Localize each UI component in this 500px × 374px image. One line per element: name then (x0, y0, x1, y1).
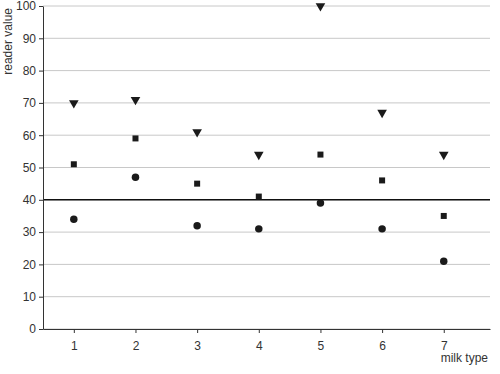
x-tick-label: 3 (194, 339, 201, 353)
point (317, 199, 324, 206)
x-tick-label: 6 (379, 339, 386, 353)
x-tick: 3 (194, 329, 201, 353)
x-tick-label: 2 (133, 339, 140, 353)
x-tick: 7 (441, 329, 448, 353)
grid-line (43, 167, 490, 168)
point (441, 213, 447, 219)
grid-line (43, 6, 490, 7)
point (317, 152, 323, 158)
point (192, 129, 202, 137)
point (378, 225, 385, 232)
y-axis-title: reader value (1, 8, 15, 75)
point (194, 181, 200, 187)
x-tick-mark (197, 329, 198, 333)
y-tick-label: 20 (23, 258, 37, 272)
y-axis: 0 10 20 30 40 50 60 70 80 90 100 (16, 0, 44, 336)
reference-line (43, 199, 490, 201)
y-tick-label: 60 (23, 129, 37, 143)
series (70, 173, 447, 264)
y-tick: 100 (16, 0, 43, 13)
grid-line (43, 199, 490, 200)
point (71, 161, 77, 167)
point (254, 152, 264, 160)
chart: 0 10 20 30 40 50 60 70 80 90 100 1 2 3 4 5 6 7milk type re… (0, 0, 500, 374)
grid-line (43, 102, 490, 103)
point (440, 257, 447, 264)
grid (43, 6, 490, 329)
x-tick: 5 (318, 329, 325, 353)
y-tick-label: 40 (23, 193, 37, 207)
point (256, 194, 262, 200)
point (316, 3, 326, 11)
point (132, 173, 139, 180)
y-tick-mark (39, 135, 43, 136)
x-tick: 2 (133, 329, 140, 353)
x-tick-mark (320, 329, 321, 333)
y-tick-mark (39, 329, 43, 330)
grid-line (43, 296, 490, 297)
x-tick-mark (135, 329, 136, 333)
grid-line (43, 329, 490, 330)
grid-line (43, 135, 490, 136)
x-axis: 1 2 3 4 5 6 7 (44, 329, 491, 353)
plot: 0 10 20 30 40 50 60 70 80 90 100 1 2 3 4 5 6 7 (16, 0, 491, 353)
y-tick: 20 (23, 258, 43, 272)
x-tick-label: 4 (256, 339, 263, 353)
x-tick-mark (444, 329, 445, 333)
y-tick: 70 (23, 96, 43, 110)
y-tick: 10 (23, 290, 43, 304)
x-tick-label: 1 (71, 339, 78, 353)
point (377, 110, 387, 118)
y-tick-label: 70 (23, 96, 37, 110)
x-axis-line (44, 329, 491, 330)
y-tick-mark (39, 103, 43, 104)
y-tick-mark (39, 297, 43, 298)
y-tick: 0 (29, 322, 43, 336)
y-tick-mark (39, 200, 43, 201)
x-tick: 6 (379, 329, 386, 353)
point (69, 100, 79, 108)
point (439, 152, 449, 160)
y-tick-mark (39, 264, 43, 265)
y-tick: 60 (23, 129, 43, 143)
grid-line (43, 232, 490, 233)
y-tick: 40 (23, 193, 43, 207)
y-tick-label: 90 (23, 32, 37, 46)
y-tick-label: 50 (23, 161, 37, 175)
y-tick-mark (39, 71, 43, 72)
x-tick-label: 5 (318, 339, 325, 353)
y-tick-mark (39, 232, 43, 233)
y-tick-mark (39, 6, 43, 7)
y-tick: 50 (23, 161, 43, 175)
grid-line (43, 264, 490, 265)
y-axis-line (43, 7, 44, 330)
point (255, 225, 262, 232)
x-tick-mark (382, 329, 383, 333)
y-tick: 30 (23, 225, 43, 239)
point (193, 222, 200, 229)
point (379, 177, 385, 183)
y-tick-label: 10 (23, 290, 37, 304)
y-tick-label: 80 (23, 64, 37, 78)
x-axis-title: milk type (441, 351, 489, 365)
point (132, 135, 138, 141)
x-tick-mark (259, 329, 260, 333)
y-tick-mark (39, 168, 43, 169)
y-tick-mark (39, 38, 43, 39)
series (71, 135, 447, 219)
series (69, 3, 449, 160)
y-tick: 90 (23, 32, 43, 46)
points (69, 3, 449, 265)
y-tick-label: 30 (23, 225, 37, 239)
x-tick: 1 (71, 329, 78, 353)
grid-line (43, 70, 490, 71)
point (131, 97, 141, 105)
y-tick-label: 0 (29, 322, 36, 336)
grid-line (43, 38, 490, 39)
y-tick-label: 100 (16, 0, 36, 13)
x-tick-mark (74, 329, 75, 333)
y-tick: 80 (23, 64, 43, 78)
point (70, 215, 77, 222)
x-tick: 4 (256, 329, 263, 353)
